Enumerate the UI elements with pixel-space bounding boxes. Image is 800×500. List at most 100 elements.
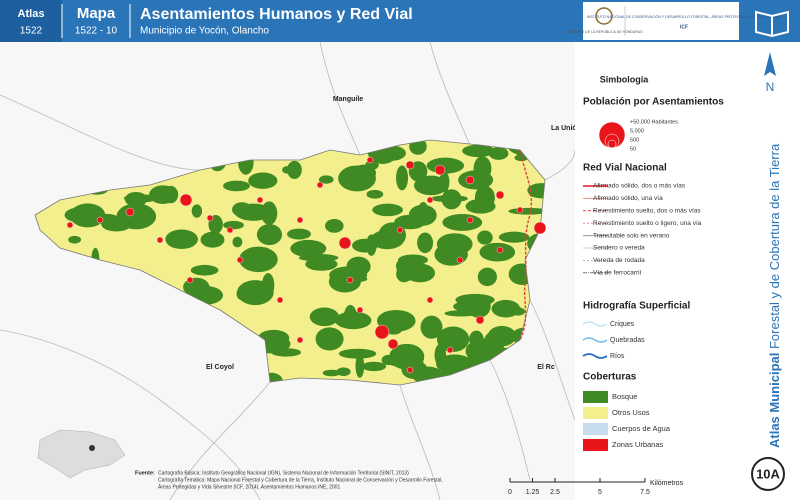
municipality-border: [34, 139, 546, 386]
settlement: [533, 221, 547, 235]
cover-label: Zonas Urbanas: [612, 440, 664, 449]
settlement: [356, 306, 364, 314]
forest-patch: [420, 315, 443, 339]
hydro-label: Quebradas: [610, 337, 645, 344]
cover-label: Bosque: [612, 392, 637, 401]
settlement: [405, 160, 415, 170]
hydro-symbol: [582, 321, 608, 327]
legend-section: Hidrografía Superficial: [583, 301, 690, 312]
subtitle: Municipio de Yocón, Olancho: [140, 26, 269, 37]
forest-patch: [248, 172, 278, 189]
forest-patch: [479, 242, 516, 262]
settlement: [179, 193, 193, 207]
side-title-bold: Atlas Municipal: [767, 353, 782, 448]
forest-patch: [372, 203, 403, 217]
source-label: Fuente:: [135, 470, 155, 476]
forest-patch: [455, 293, 495, 307]
forest-patch: [241, 213, 250, 221]
forest-patch: [191, 204, 203, 218]
coat-of-arms: [595, 7, 613, 25]
forest-patch: [282, 166, 293, 174]
forest-patch: [442, 214, 483, 231]
forest-patch: [414, 175, 449, 196]
forest-patch: [434, 243, 468, 266]
cover-label: Otros Usos: [612, 408, 650, 417]
settlement: [206, 214, 214, 222]
scale-tick-label: 5: [598, 489, 602, 496]
forest-patch: [498, 231, 530, 243]
logo-box: [583, 2, 739, 40]
forest-patch: [384, 323, 403, 335]
atlas-number: 1522: [20, 26, 43, 37]
forest-patch: [200, 231, 225, 248]
forest-patch: [68, 235, 82, 244]
forest-patch: [462, 144, 495, 158]
atlas-box: [0, 0, 62, 42]
forest-patch: [527, 183, 545, 198]
settlement: [426, 196, 434, 204]
legend-section: Población por Asentamientos: [583, 97, 724, 108]
place-label: La Unión: [551, 125, 581, 132]
settlement: [236, 256, 244, 264]
inset-map: [37, 429, 126, 479]
settlement: [226, 226, 234, 234]
forest-patch: [426, 157, 465, 174]
settlement: [338, 236, 352, 250]
pop-label: 50: [630, 146, 636, 152]
pop-symbol: [607, 139, 617, 149]
forest-patch: [465, 198, 496, 214]
scale-tick-label: 2.5: [550, 489, 560, 496]
forest-patch: [101, 217, 132, 232]
legend-section: Coberturas: [583, 372, 637, 383]
forest-patch: [315, 327, 344, 351]
forest-patch: [322, 369, 341, 377]
population-symbols: [598, 121, 626, 149]
settlement: [125, 207, 135, 217]
side-title-rest: Forestal y de Cobertura de la Tierra: [767, 143, 782, 349]
forest-patch: [401, 360, 428, 380]
source-line: Cartografía Básica: Instituto Geográfico…: [158, 470, 409, 476]
forest-patch: [378, 222, 407, 248]
forest-patch: [477, 267, 497, 287]
logo-text: ICF: [680, 24, 688, 30]
forest-patch: [236, 280, 274, 306]
title: Asentamientos Humanos y Red Vial: [140, 6, 413, 23]
hydro-legend: Criques Quebradas Ríos: [582, 321, 645, 360]
legend-section: Red Vial Nacional: [583, 163, 667, 174]
road-label: Transitable solo en verano: [593, 232, 670, 239]
forest-patch: [361, 361, 387, 372]
forest-patch: [223, 220, 244, 230]
settlement: [387, 338, 399, 350]
settlement: [466, 216, 474, 224]
settlement: [456, 256, 464, 264]
settlement: [276, 296, 284, 304]
pop-label: +50,000 Habitantes: [630, 119, 678, 125]
place-label: Manguile: [333, 96, 363, 103]
forest-patch: [458, 170, 494, 190]
forest-patch: [287, 160, 302, 179]
road-label: Vía de ferrocarril: [593, 270, 642, 277]
settlement: [186, 276, 194, 284]
forest-patch: [338, 348, 377, 359]
forest-patch: [511, 307, 525, 316]
road-label: Revestimiento suelto, dos o más vías: [593, 208, 701, 215]
map-label: Mapa: [77, 5, 116, 22]
cover-swatch: [583, 439, 608, 451]
scale-tick-label: 0: [508, 489, 512, 496]
scale-unit: Kilómetros: [650, 480, 684, 487]
forest-patch: [239, 246, 278, 273]
north-label: N: [766, 80, 775, 94]
forest-patch: [165, 229, 198, 250]
forest-patch: [318, 175, 334, 184]
scale-bar: 0 1.25 2.5 5 7.5: [508, 478, 650, 496]
pop-label: 5,000: [630, 128, 644, 134]
road-label: Afirmado sólido, dos o más vías: [593, 183, 686, 190]
forest-patch: [232, 236, 243, 248]
forest-patch: [444, 310, 478, 317]
forest-patch: [395, 256, 424, 277]
forest-patch: [469, 330, 484, 348]
source-line: Cartografía Temática: Mapa Nacional Fore…: [158, 477, 443, 483]
atlas-label: Atlas: [18, 8, 45, 20]
settlement: [516, 206, 524, 214]
